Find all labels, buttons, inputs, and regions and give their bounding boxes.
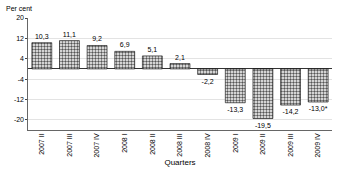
svg-text:10,3: 10,3 <box>35 33 49 40</box>
svg-text:-4: -4 <box>18 76 24 83</box>
svg-text:-13,0*: -13,0* <box>309 105 328 112</box>
svg-text:2009 IV: 2009 IV <box>314 133 321 157</box>
svg-text:2007 II: 2007 II <box>38 133 45 154</box>
svg-text:-20: -20 <box>14 116 24 123</box>
svg-text:4: 4 <box>20 55 24 62</box>
svg-text:-12: -12 <box>14 96 24 103</box>
svg-text:12: 12 <box>16 35 24 42</box>
svg-text:5,1: 5,1 <box>147 46 157 53</box>
svg-text:2007 IV: 2007 IV <box>93 133 100 157</box>
svg-text:2008 III: 2008 III <box>176 133 183 156</box>
svg-text:Quarters: Quarters <box>164 158 195 167</box>
svg-text:6,9: 6,9 <box>120 41 130 48</box>
svg-text:-2,2: -2,2 <box>202 78 214 85</box>
svg-text:-13,3: -13,3 <box>227 106 243 113</box>
svg-text:-14,2: -14,2 <box>283 108 299 115</box>
svg-text:2009 II: 2009 II <box>259 133 266 154</box>
svg-text:9,2: 9,2 <box>92 35 102 42</box>
svg-text:-19,5: -19,5 <box>255 122 271 129</box>
svg-text:20: 20 <box>16 14 24 21</box>
svg-text:2009 I: 2009 I <box>232 133 239 153</box>
svg-text:2008 IV: 2008 IV <box>204 133 211 157</box>
svg-text:2007 III: 2007 III <box>66 133 73 156</box>
svg-text:2008 II: 2008 II <box>149 133 156 154</box>
svg-text:2,1: 2,1 <box>175 54 185 61</box>
svg-text:Per cent: Per cent <box>6 5 32 12</box>
svg-text:2009 III: 2009 III <box>287 133 294 156</box>
svg-text:11,1: 11,1 <box>63 31 76 38</box>
svg-text:2008 I: 2008 I <box>121 133 128 153</box>
